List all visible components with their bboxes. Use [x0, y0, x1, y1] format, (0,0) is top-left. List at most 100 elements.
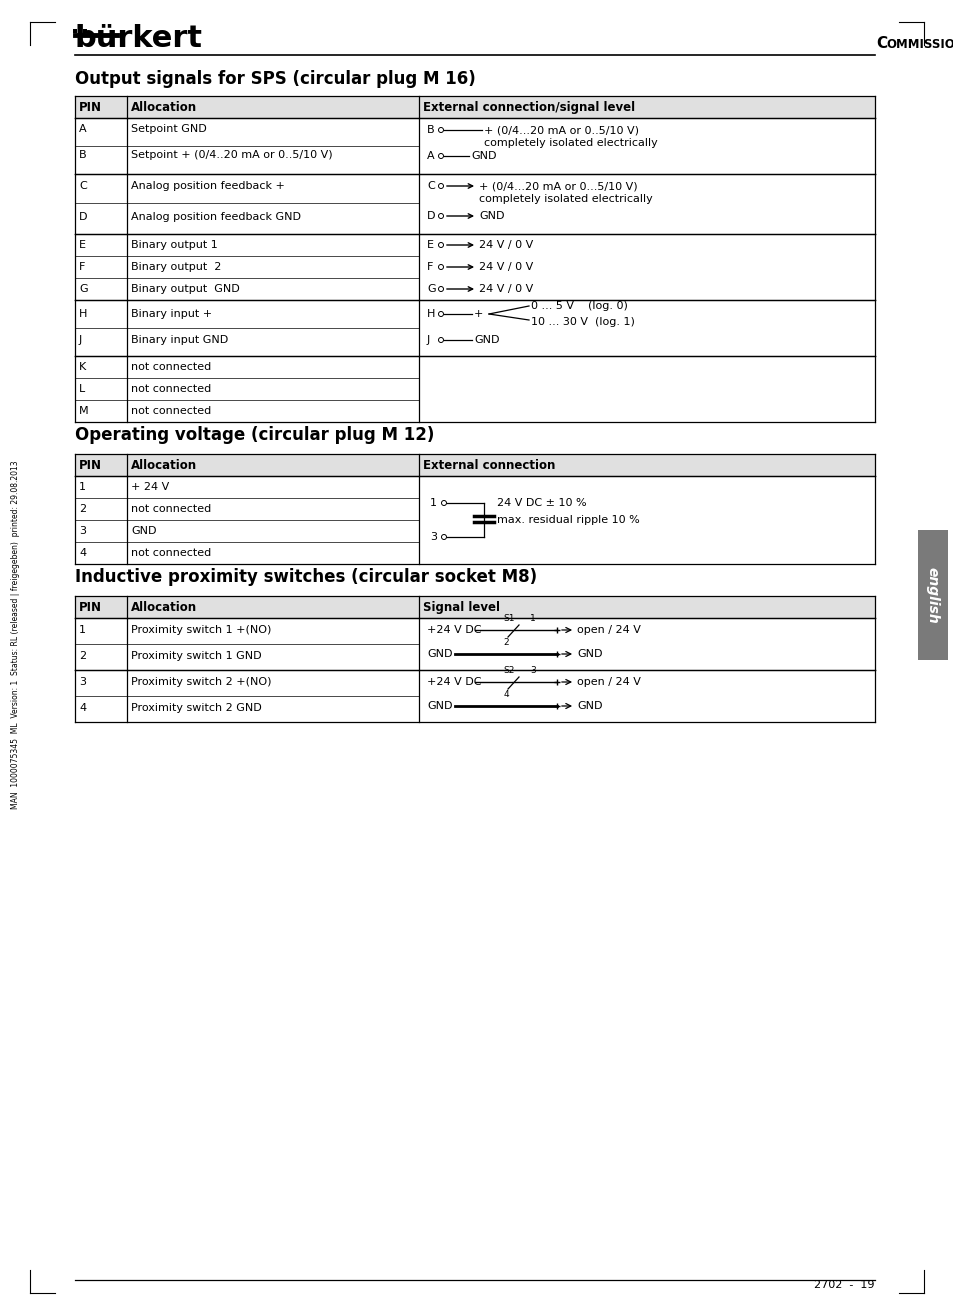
Text: 4: 4: [502, 690, 508, 700]
Text: D: D: [427, 210, 435, 221]
Text: not connected: not connected: [131, 548, 211, 558]
Text: Allocation: Allocation: [131, 459, 197, 472]
Bar: [75, 96, 874, 118]
Text: english: english: [925, 567, 939, 623]
Text: 2: 2: [502, 638, 508, 647]
Text: not connected: not connected: [131, 384, 211, 394]
Text: bürkert: bürkert: [75, 24, 203, 53]
Text: + 24 V: + 24 V: [131, 483, 169, 492]
Text: Binary output  2: Binary output 2: [131, 262, 221, 272]
Text: open / 24 V: open / 24 V: [577, 677, 640, 686]
Text: max. residual ripple 10 %: max. residual ripple 10 %: [497, 515, 639, 525]
Bar: [75, 454, 874, 476]
Text: B: B: [79, 150, 87, 160]
Text: K: K: [79, 362, 86, 372]
Text: GND: GND: [478, 210, 504, 221]
Text: not connected: not connected: [131, 362, 211, 372]
Text: J: J: [427, 335, 430, 345]
Text: open / 24 V: open / 24 V: [577, 625, 640, 635]
Text: completely isolated electrically: completely isolated electrically: [478, 195, 652, 204]
Text: 1: 1: [430, 498, 436, 508]
Text: E: E: [427, 241, 434, 250]
Text: G: G: [79, 284, 88, 295]
Text: Setpoint GND: Setpoint GND: [131, 124, 207, 134]
Text: +24 V DC: +24 V DC: [427, 677, 481, 686]
Text: +: +: [474, 309, 483, 320]
Text: PIN: PIN: [79, 459, 102, 472]
Text: completely isolated electrically: completely isolated electrically: [483, 138, 657, 149]
Text: PIN: PIN: [79, 100, 102, 113]
Text: GND: GND: [131, 526, 156, 537]
Text: 2702  -  19: 2702 - 19: [814, 1279, 874, 1290]
Text: C: C: [79, 181, 87, 191]
Text: Operating voltage (circular plug M 12): Operating voltage (circular plug M 12): [75, 426, 434, 444]
Text: + (0/4...20 mA or 0..5/10 V): + (0/4...20 mA or 0..5/10 V): [483, 125, 639, 135]
Text: Signal level: Signal level: [422, 601, 499, 614]
Text: 3: 3: [79, 677, 86, 686]
Text: GND: GND: [474, 335, 499, 345]
Text: 1: 1: [79, 483, 86, 492]
Text: 24 V / 0 V: 24 V / 0 V: [478, 284, 533, 295]
Text: MAN  1000075345  ML  Version: 1  Status: RL (released | freigegeben)  printed: 2: MAN 1000075345 ML Version: 1 Status: RL …: [11, 460, 20, 809]
Text: Analog position feedback +: Analog position feedback +: [131, 181, 285, 191]
Text: External connection/signal level: External connection/signal level: [422, 100, 635, 113]
Text: E: E: [79, 241, 86, 250]
Text: 4: 4: [79, 548, 86, 558]
Text: GND: GND: [427, 650, 452, 659]
Text: S1: S1: [503, 614, 515, 623]
Text: 10 ... 30 V  (log. 1): 10 ... 30 V (log. 1): [531, 317, 634, 327]
Text: +24 V DC: +24 V DC: [427, 625, 481, 635]
Text: F: F: [427, 262, 433, 272]
Text: A: A: [79, 124, 87, 134]
Text: Binary input GND: Binary input GND: [131, 335, 228, 345]
Text: Analog position feedback GND: Analog position feedback GND: [131, 212, 301, 222]
Text: 0 ... 5 V    (log. 0): 0 ... 5 V (log. 0): [531, 301, 627, 312]
Text: S2: S2: [503, 665, 515, 675]
Text: 1: 1: [79, 625, 86, 635]
Text: External connection: External connection: [422, 459, 555, 472]
Text: 2: 2: [79, 504, 86, 514]
Text: GND: GND: [471, 151, 496, 160]
Text: 1: 1: [530, 614, 536, 623]
Text: M: M: [79, 406, 89, 416]
Text: 24 V DC ± 10 %: 24 V DC ± 10 %: [497, 498, 586, 508]
Bar: [917, 530, 947, 660]
Text: 3: 3: [79, 526, 86, 537]
Text: 3: 3: [530, 665, 536, 675]
Text: 4: 4: [79, 704, 86, 713]
Text: B: B: [427, 125, 435, 135]
Text: Proximity switch 1 GND: Proximity switch 1 GND: [131, 651, 261, 661]
Text: OMMISSIONING: OMMISSIONING: [885, 38, 953, 51]
Text: Setpoint + (0/4..20 mA or 0..5/10 V): Setpoint + (0/4..20 mA or 0..5/10 V): [131, 150, 333, 160]
Text: H: H: [427, 309, 435, 320]
Text: PIN: PIN: [79, 601, 102, 614]
Text: H: H: [79, 309, 88, 320]
Text: Proximity switch 1 +(NO): Proximity switch 1 +(NO): [131, 625, 271, 635]
Text: J: J: [79, 335, 82, 345]
Text: Proximity switch 2 GND: Proximity switch 2 GND: [131, 704, 261, 713]
Text: Output signals for SPS (circular plug M 16): Output signals for SPS (circular plug M …: [75, 70, 476, 88]
Text: GND: GND: [577, 701, 602, 711]
Text: C: C: [427, 181, 435, 191]
Text: 3: 3: [430, 533, 436, 542]
Text: L: L: [79, 384, 85, 394]
Text: Inductive proximity switches (circular socket M8): Inductive proximity switches (circular s…: [75, 568, 537, 586]
Text: Binary output  GND: Binary output GND: [131, 284, 239, 295]
Text: Binary input +: Binary input +: [131, 309, 212, 320]
Text: Allocation: Allocation: [131, 601, 197, 614]
Bar: [75, 596, 874, 618]
Text: Proximity switch 2 +(NO): Proximity switch 2 +(NO): [131, 677, 272, 686]
Text: Binary output 1: Binary output 1: [131, 241, 217, 250]
Text: Allocation: Allocation: [131, 100, 197, 113]
Text: 24 V / 0 V: 24 V / 0 V: [478, 241, 533, 250]
Text: G: G: [427, 284, 436, 295]
Text: F: F: [79, 262, 85, 272]
Text: 2: 2: [79, 651, 86, 661]
Text: GND: GND: [577, 650, 602, 659]
Text: D: D: [79, 212, 88, 222]
Text: C: C: [875, 36, 886, 51]
Text: GND: GND: [427, 701, 452, 711]
Text: A: A: [427, 151, 435, 160]
Text: 24 V / 0 V: 24 V / 0 V: [478, 262, 533, 272]
Text: not connected: not connected: [131, 406, 211, 416]
